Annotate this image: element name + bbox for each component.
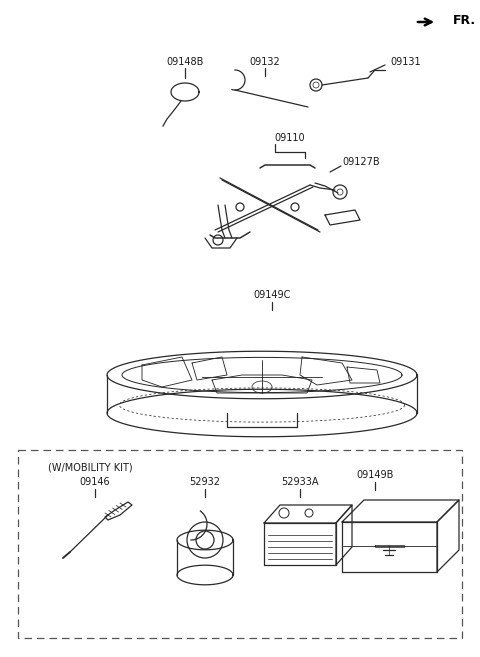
Text: 09149B: 09149B	[356, 470, 394, 480]
Text: 52932: 52932	[190, 477, 220, 487]
Text: (W/MOBILITY KIT): (W/MOBILITY KIT)	[48, 462, 132, 472]
Text: 09149C: 09149C	[253, 290, 291, 300]
Text: 52933A: 52933A	[281, 477, 319, 487]
Text: FR.: FR.	[453, 14, 476, 28]
Text: 09127B: 09127B	[342, 157, 380, 167]
Text: 09131: 09131	[390, 57, 420, 67]
Text: 09146: 09146	[80, 477, 110, 487]
Text: 09148B: 09148B	[166, 57, 204, 67]
Bar	[18, 450, 462, 638]
Text: 09110: 09110	[275, 133, 305, 143]
Text: 09132: 09132	[250, 57, 280, 67]
